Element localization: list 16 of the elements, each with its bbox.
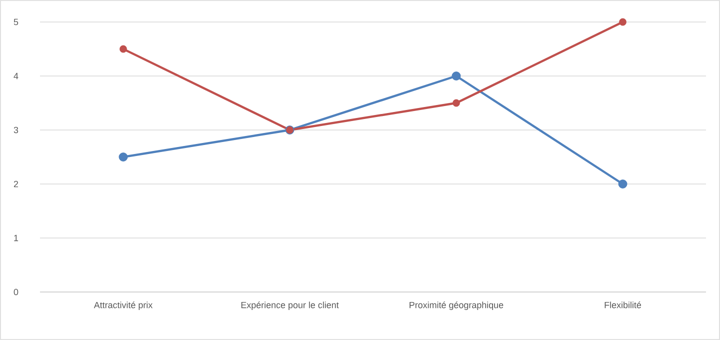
x-tick-label: Expérience pour le client (241, 302, 339, 310)
y-tick-label: 1 (14, 234, 18, 242)
y-tick-label: 3 (14, 126, 18, 134)
point (452, 99, 460, 107)
y-tick-label: 2 (14, 180, 18, 188)
point (452, 72, 461, 80)
y-tick-label: 5 (14, 18, 18, 26)
point (619, 18, 626, 26)
y-tick-label: 4 (14, 72, 18, 80)
y-tick-label: 0 (14, 288, 18, 296)
point (120, 45, 127, 53)
x-tick-label: Proximité géographique (410, 302, 504, 310)
x-tick-label: Flexibilité (604, 302, 642, 308)
point (618, 180, 628, 188)
point (118, 152, 128, 162)
x-tick-label: Attractivité prix (94, 302, 153, 310)
